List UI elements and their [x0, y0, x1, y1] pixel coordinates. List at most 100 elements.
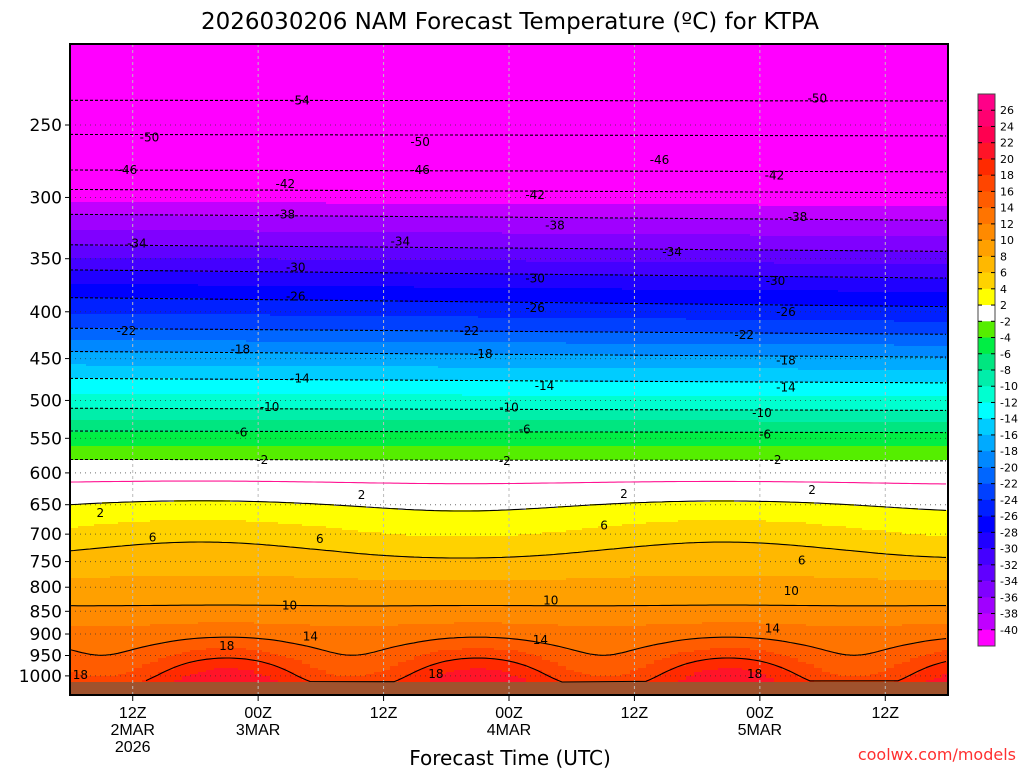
temperature-band — [390, 666, 399, 683]
temperature-band — [942, 536, 948, 559]
ground-fill — [358, 682, 367, 695]
temperature-band — [782, 606, 791, 625]
temperature-band — [782, 236, 791, 251]
temperature-band — [942, 322, 948, 335]
temperature-band — [198, 314, 207, 331]
temperature-band — [702, 520, 711, 543]
temperature-band — [614, 262, 623, 275]
temperature-band — [902, 624, 911, 645]
temperature-band — [382, 216, 391, 233]
temperature-band — [798, 576, 807, 607]
temperature-band — [886, 606, 895, 627]
temperature-band — [862, 422, 871, 433]
temperature-band — [646, 304, 655, 319]
temperature-band — [782, 410, 791, 423]
temperature-band — [374, 460, 383, 509]
temperature-band — [542, 218, 551, 235]
temperature-band — [190, 674, 199, 683]
temperature-band — [454, 260, 463, 275]
temperature-band — [94, 298, 103, 315]
temperature-band — [214, 420, 223, 433]
temperature-band — [494, 638, 503, 651]
temperature-band — [238, 622, 247, 639]
temperature-band — [534, 446, 543, 461]
temperature-band — [838, 382, 847, 397]
isotherm-label: -34 — [127, 237, 147, 251]
temperature-band — [838, 236, 847, 251]
temperature-band — [214, 668, 223, 683]
temperature-band — [422, 410, 431, 421]
temperature-band — [518, 288, 527, 303]
temperature-band — [782, 290, 791, 307]
temperature-band — [790, 320, 799, 335]
temperature-band — [654, 676, 663, 683]
temperature-band — [446, 460, 455, 511]
temperature-band — [766, 640, 775, 653]
isotherm-label: -18 — [473, 347, 493, 361]
temperature-band — [558, 204, 567, 219]
temperature-band — [454, 580, 463, 607]
temperature-band — [254, 394, 263, 409]
isotherm-label: -30 — [766, 274, 786, 288]
temperature-band — [550, 554, 559, 581]
temperature-band — [270, 394, 279, 409]
temperature-band — [270, 546, 279, 577]
temperature-band — [94, 446, 103, 461]
temperature-band — [254, 202, 263, 217]
temperature-band — [670, 544, 679, 577]
temperature-band — [526, 534, 535, 557]
temperature-band — [350, 354, 359, 367]
temperature-band — [150, 378, 159, 395]
temperature-band — [934, 206, 943, 221]
temperature-band — [734, 638, 743, 649]
temperature-band — [838, 578, 847, 607]
temperature-band — [854, 676, 863, 683]
colorbar-label: 4 — [1000, 283, 1007, 296]
colorbar-label: 12 — [1000, 218, 1014, 231]
temperature-band — [110, 352, 119, 367]
temperature-band — [142, 314, 151, 329]
temperature-band — [86, 270, 95, 285]
temperature-band — [238, 544, 247, 577]
temperature-band — [206, 606, 215, 623]
temperature-band — [806, 664, 815, 681]
temperature-band — [422, 204, 431, 217]
temperature-band — [398, 232, 407, 249]
temperature-band — [158, 202, 167, 215]
temperature-band — [694, 624, 703, 639]
temperature-band — [422, 640, 431, 655]
temperature-band — [822, 220, 831, 237]
temperature-band — [710, 670, 719, 683]
temperature-band — [142, 270, 151, 285]
temperature-band — [406, 460, 415, 511]
temperature-band — [526, 420, 535, 433]
temperature-band — [798, 236, 807, 251]
temperature-band — [486, 396, 495, 411]
temperature-band — [102, 524, 111, 549]
temperature-band — [166, 44, 175, 203]
temperature-band — [502, 510, 511, 537]
temperature-band — [454, 316, 463, 333]
temperature-band — [230, 432, 239, 447]
temperature-band — [134, 340, 143, 353]
temperature-band — [326, 232, 335, 247]
temperature-band — [630, 318, 639, 333]
y-tick-label: 400 — [30, 303, 62, 323]
temperature-band — [822, 334, 831, 345]
temperature-band — [70, 408, 79, 421]
temperature-band — [798, 432, 807, 447]
temperature-band — [886, 320, 895, 335]
temperature-band — [782, 432, 791, 447]
temperature-band — [454, 248, 463, 261]
temperature-band — [574, 446, 583, 461]
temperature-band — [598, 288, 607, 305]
temperature-band — [118, 432, 127, 447]
credit-link[interactable]: coolwx.com/models — [858, 745, 1016, 764]
temperature-band — [334, 330, 343, 343]
temperature-band — [454, 204, 463, 217]
temperature-band — [758, 638, 767, 651]
temperature-band — [142, 408, 151, 421]
temperature-band — [430, 366, 439, 381]
temperature-band — [542, 368, 551, 381]
temperature-band — [838, 626, 847, 655]
